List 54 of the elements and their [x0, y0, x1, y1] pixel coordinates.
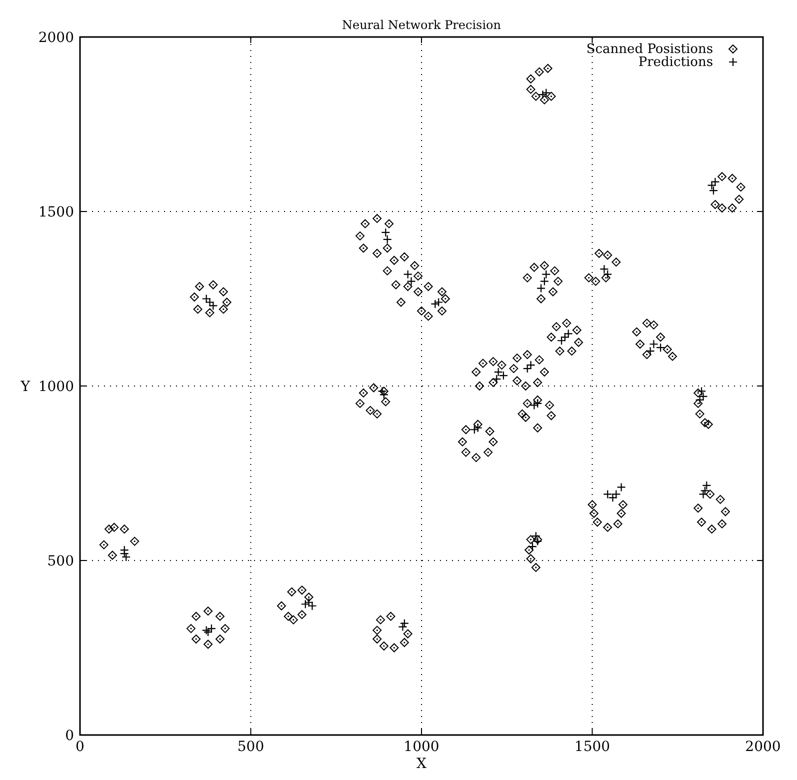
point [400, 618, 409, 628]
point [612, 490, 621, 499]
point [398, 622, 408, 632]
legend-label: Predictions [638, 55, 713, 70]
point [202, 294, 211, 304]
point [381, 228, 390, 237]
point [700, 486, 710, 496]
y-axis-title: Y [20, 379, 31, 395]
y-tick-label: 500 [47, 554, 74, 570]
x-tick-label: 500 [237, 739, 264, 755]
point [430, 299, 440, 309]
point [528, 542, 538, 552]
point [542, 270, 551, 279]
x-axis-title: X [416, 756, 427, 772]
point [556, 336, 566, 346]
point [536, 284, 546, 293]
point [526, 360, 536, 370]
point [434, 298, 444, 307]
point [308, 601, 317, 610]
point [202, 626, 211, 635]
point [533, 398, 542, 408]
x-tick-label: 0 [76, 739, 84, 755]
legend-label: Scanned Posistions [586, 42, 713, 57]
point [542, 88, 551, 98]
point [522, 364, 532, 374]
point [698, 490, 708, 499]
point [382, 234, 392, 244]
y-tick-label: 2000 [38, 30, 74, 46]
y-tick-label: 1500 [38, 204, 74, 220]
y-tick-label: 0 [65, 728, 74, 744]
x-tick-label: 2000 [745, 739, 781, 755]
x-tick-label: 1500 [574, 739, 610, 755]
chart-title: Neural Network Precision [342, 18, 502, 32]
point [560, 332, 570, 342]
point [530, 400, 539, 410]
point [205, 298, 214, 307]
point [538, 90, 548, 100]
point [304, 598, 314, 607]
point [206, 624, 216, 634]
point [695, 395, 704, 405]
point [470, 425, 479, 434]
point [378, 386, 387, 396]
point [702, 480, 712, 490]
point [616, 482, 626, 492]
point [710, 177, 720, 186]
point [473, 423, 482, 432]
y-tick-label: 1000 [38, 379, 74, 395]
point [492, 374, 502, 384]
point [540, 276, 549, 286]
point [564, 329, 573, 338]
point [208, 301, 218, 310]
x-tick-label: 1000 [404, 739, 440, 755]
point [646, 346, 655, 356]
point [300, 600, 310, 609]
